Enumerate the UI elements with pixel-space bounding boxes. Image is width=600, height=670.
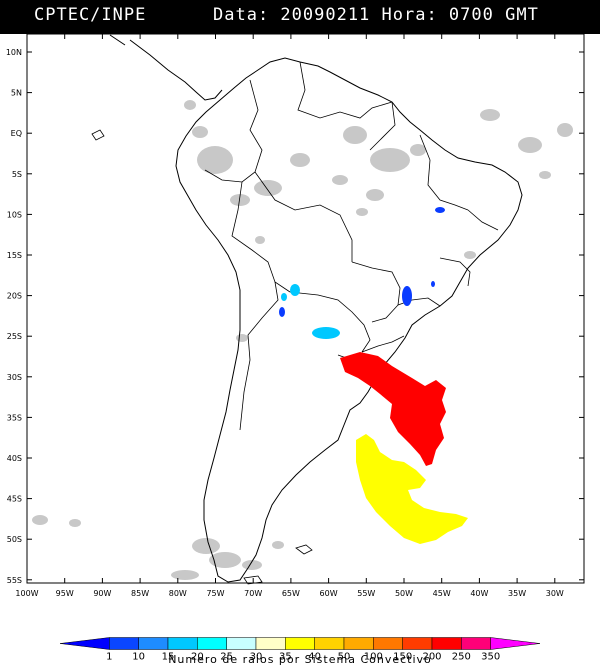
color-swatch (226, 637, 257, 650)
south-america-outline (175, 57, 523, 583)
color-swatch (490, 637, 541, 650)
scale-value: 35 (279, 652, 292, 663)
system-south-brazil (340, 352, 446, 466)
lon-label: 70W (244, 589, 262, 598)
longitude-axis: 100W 95W 90W 85W 80W 75W 70W 65W 60W 55W 50W 45W 40W… (15, 34, 564, 598)
central-america-outline (109, 34, 223, 101)
lon-label: 50W (395, 589, 413, 598)
scale-value: 40 (308, 652, 321, 663)
color-swatch (109, 637, 139, 650)
scale-value: 200 (422, 652, 441, 663)
color-swatch (197, 637, 227, 650)
lon-label: 75W (206, 589, 224, 598)
scale-value: 20 (191, 652, 204, 663)
color-scale-values: 1 10 15 20 25 30 35 40 50 100 150 200 250 350 (106, 652, 500, 663)
lat-label: 10S (7, 210, 22, 219)
lon-label: 95W (56, 589, 74, 598)
system-paraguay (312, 327, 340, 339)
system-south-east-small (431, 281, 435, 287)
color-swatch (431, 637, 462, 650)
color-swatch (402, 637, 433, 650)
system-north-east (435, 207, 445, 213)
map-frame (26, 34, 585, 584)
lat-label: 10N (6, 48, 22, 57)
color-swatch (343, 637, 374, 650)
scale-value: 10 (132, 652, 145, 663)
lat-label: 40S (7, 454, 22, 463)
lat-label: EQ (11, 129, 22, 138)
latitude-axis: 10N 5N EQ 5S 10S 15S 20S 25S 30S 35S 40S 45S 50S 55S (6, 48, 584, 585)
convective-systems (279, 207, 468, 544)
color-swatch (461, 637, 491, 650)
date-time-label: Data: 20090211 Hora: 0700 GMT (213, 5, 539, 25)
lon-label: 45W (433, 589, 451, 598)
lat-label: 15S (7, 251, 22, 260)
color-swatch (138, 637, 169, 650)
lightning-map: 10N5NEQ5S10S15S20S25S30S35S40S45S50S55S … (6, 34, 585, 598)
lon-label: 55W (357, 589, 375, 598)
lon-label: 80W (169, 589, 187, 598)
lat-label: 55S (7, 576, 22, 585)
lon-label: 100W (15, 589, 38, 598)
lat-label: 45S (7, 495, 22, 504)
lon-label: 30W (546, 589, 564, 598)
lat-label: 5S (12, 170, 22, 179)
system-bolivia-b (281, 293, 287, 301)
scale-value: 250 (452, 652, 471, 663)
country-borders (204, 61, 499, 431)
system-bolivia-c (279, 307, 285, 317)
lat-label: 50S (7, 535, 22, 544)
color-scale: 1 10 15 20 25 30 35 40 50 100 150 200 250 350 (59, 637, 541, 663)
scale-value: 150 (393, 652, 412, 663)
system-bolivia-a (290, 284, 300, 296)
scale-value: 15 (162, 652, 175, 663)
lon-label: 90W (93, 589, 111, 598)
lon-label: 35W (508, 589, 526, 598)
lat-label: 5N (11, 89, 22, 98)
lat-label: 30S (7, 373, 22, 382)
scale-value: 50 (338, 652, 351, 663)
lon-label: 85W (131, 589, 149, 598)
scale-value: 350 (481, 652, 500, 663)
system-south-east (402, 286, 412, 306)
color-swatch (59, 637, 110, 650)
color-swatch (285, 637, 315, 650)
map-header: CPTEC/INPE Data: 20090211 Hora: 0700 GMT (0, 0, 600, 34)
color-swatch (167, 637, 198, 650)
legend-title: Numero de raios por Sistema Convectivo (168, 653, 432, 666)
cloud-cover (32, 100, 573, 580)
scale-value: 25 (220, 652, 233, 663)
color-swatch (373, 637, 403, 650)
scale-value: 1 (106, 652, 112, 663)
color-swatch (255, 637, 286, 650)
lat-label: 25S (7, 332, 22, 341)
lon-label: 65W (282, 589, 300, 598)
islands (91, 129, 313, 585)
lon-label: 40W (470, 589, 488, 598)
lon-label: 60W (320, 589, 338, 598)
scale-value: 100 (364, 652, 383, 663)
scale-value: 30 (250, 652, 263, 663)
color-swatch (314, 637, 345, 650)
system-patagonia (356, 434, 468, 544)
lat-label: 35S (7, 413, 22, 422)
lat-label: 20S (7, 292, 22, 301)
source-label: CPTEC/INPE (34, 5, 147, 25)
color-scale-bar (59, 637, 541, 650)
